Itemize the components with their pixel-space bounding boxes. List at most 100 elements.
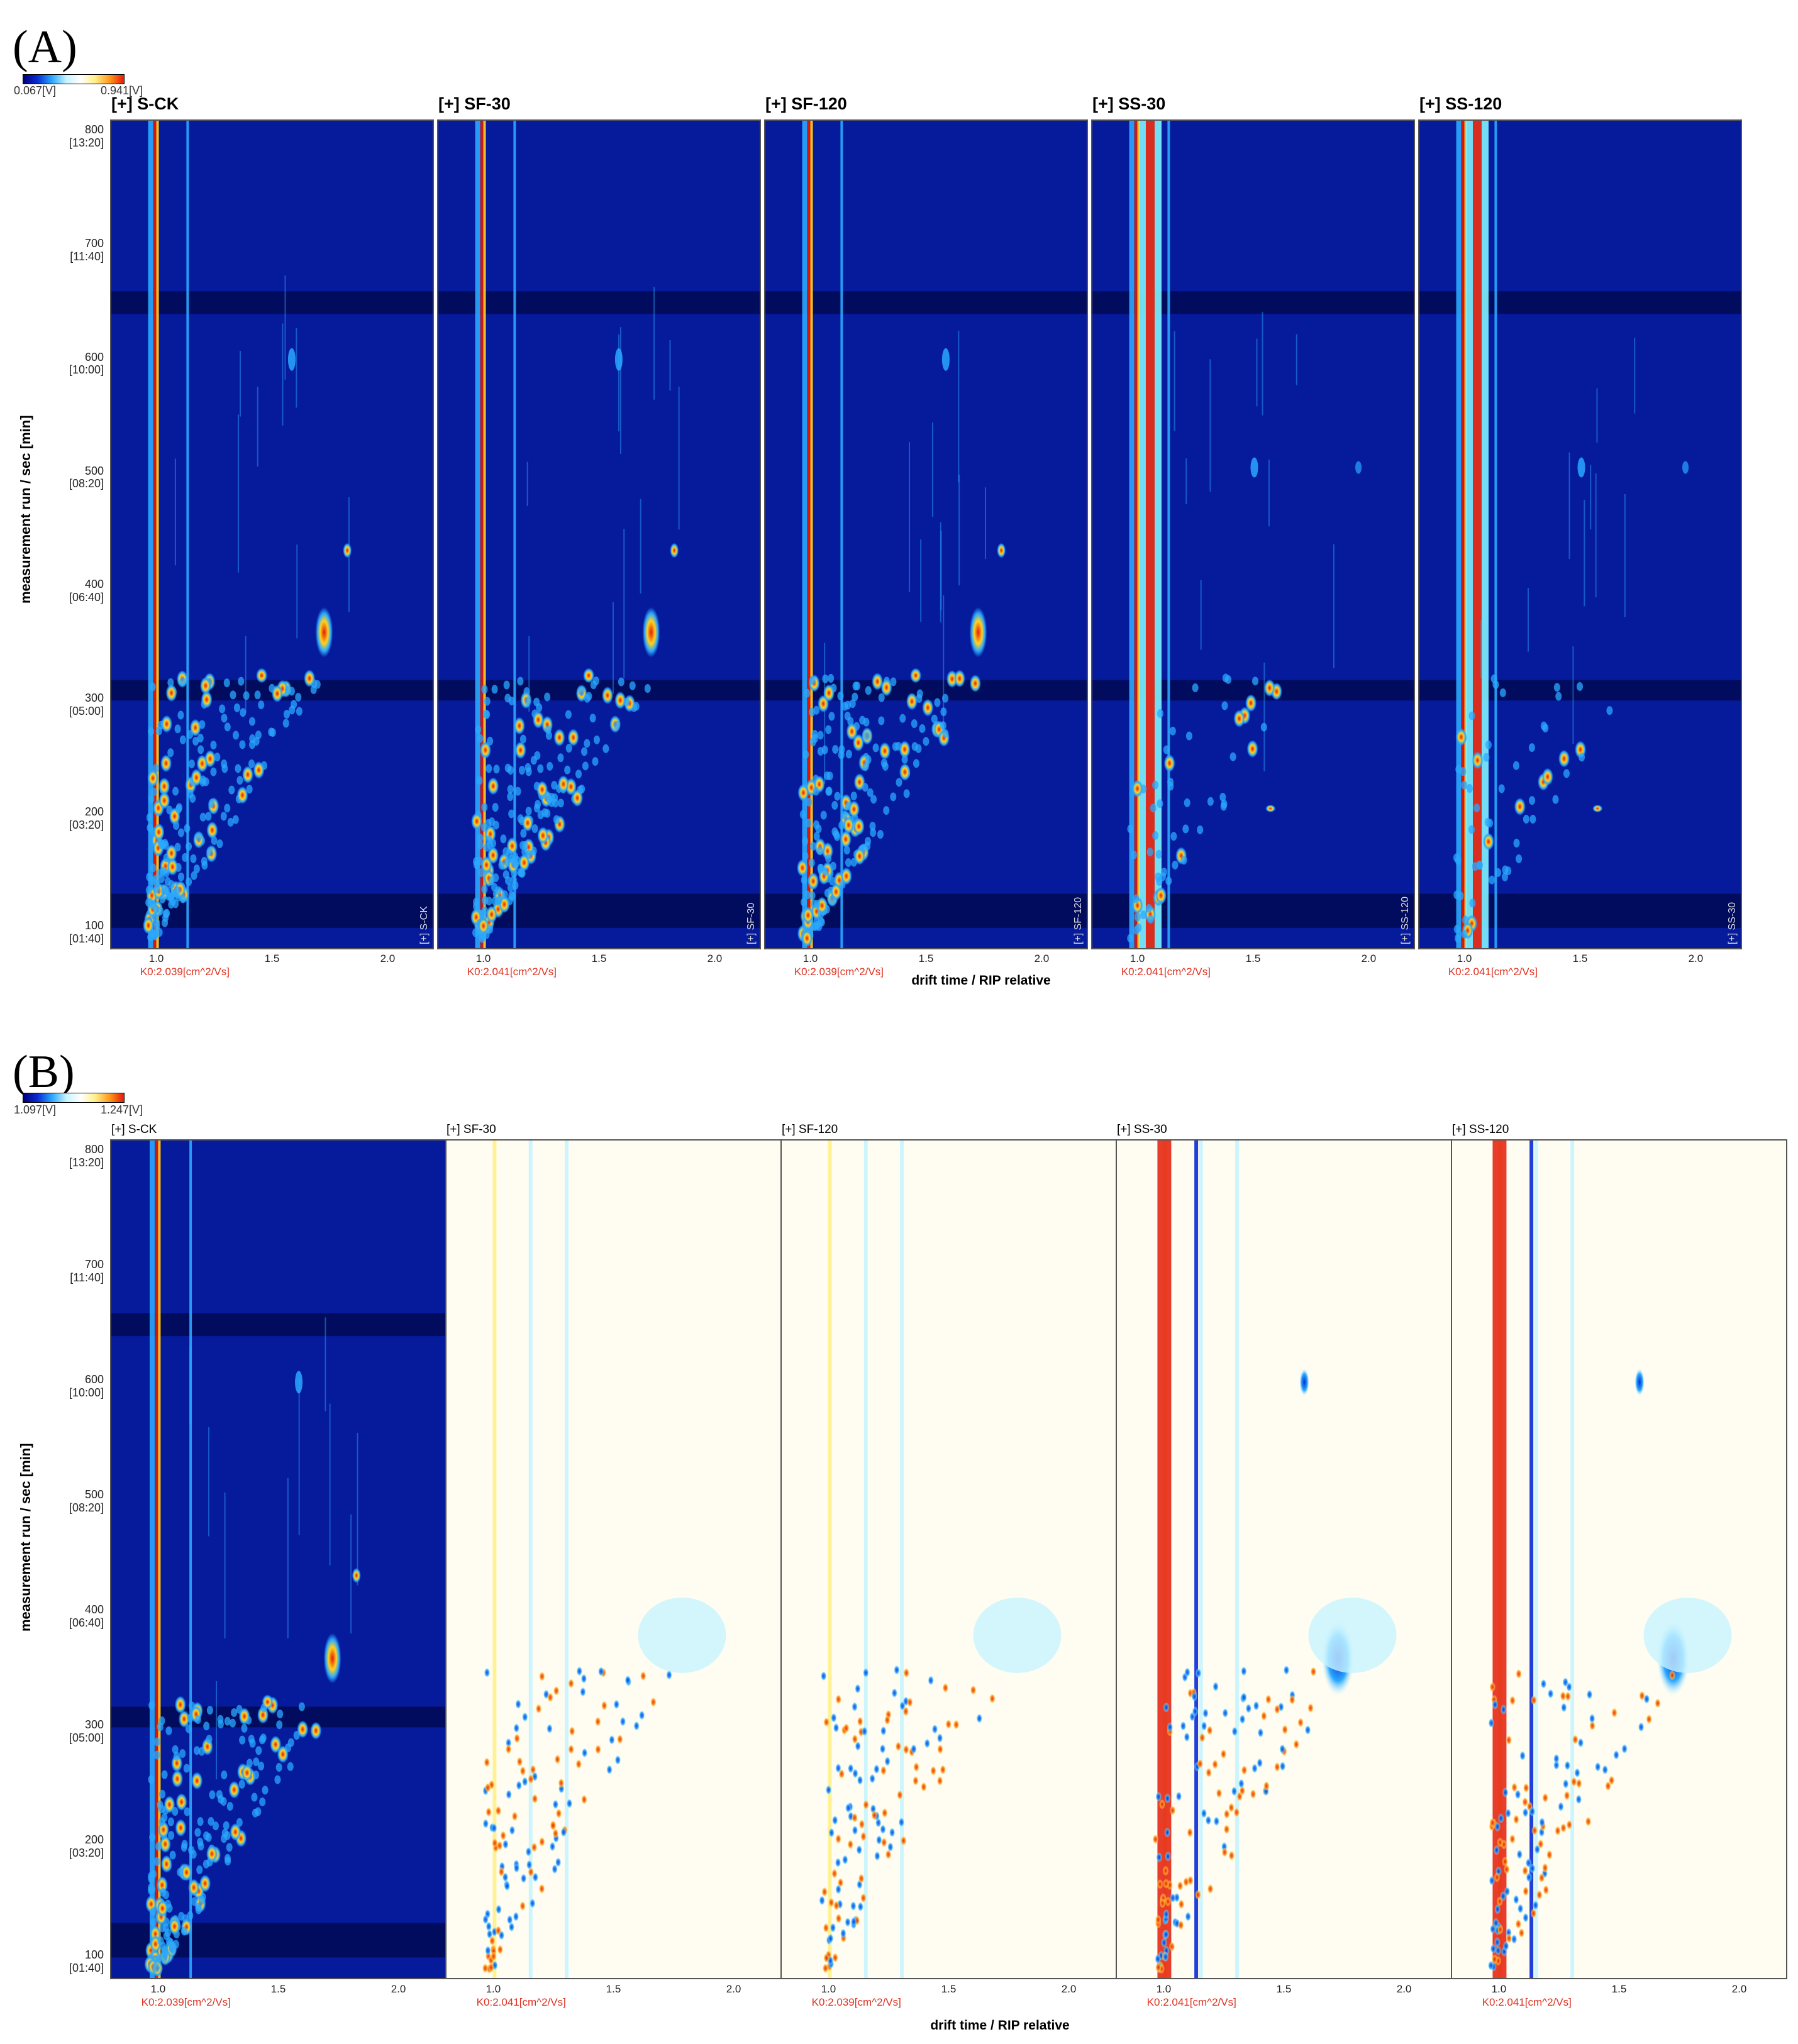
- compound-spot: [206, 1706, 213, 1715]
- compound-spot: [840, 830, 852, 848]
- k0-label: K0:2.041[cm^2/Vs]: [1448, 966, 1538, 978]
- compound-spot: [258, 1761, 265, 1771]
- diff-spot: [852, 1813, 858, 1823]
- rip-column: [810, 121, 813, 948]
- compound-spot: [165, 1936, 172, 1946]
- compound-spot: [197, 1817, 204, 1826]
- diff-spot: [1163, 1909, 1170, 1920]
- compound-spot: [1472, 751, 1484, 770]
- compound-spot: [167, 748, 174, 758]
- y-tick-value: 800: [84, 1143, 104, 1156]
- signal-streak: [1634, 338, 1636, 414]
- signal-streak: [329, 1403, 331, 1566]
- compound-spot: [802, 906, 814, 924]
- compound-spot: [157, 1899, 169, 1918]
- diff-spot: [1257, 1727, 1264, 1738]
- diff-spot: [1560, 1823, 1567, 1833]
- compound-spot: [557, 798, 564, 808]
- diff-spot: [613, 1699, 620, 1710]
- diff-spot: [850, 1901, 857, 1911]
- diff-spot: [1505, 1808, 1512, 1819]
- y-tick-label: 700 [11:40]: [53, 237, 104, 263]
- compound-spot: [243, 691, 250, 700]
- diff-spot: [526, 1859, 533, 1870]
- compound-spot: [232, 731, 239, 740]
- x-tick-label: 1.0: [802, 953, 818, 964]
- compound-spot: [476, 776, 483, 785]
- compound-spot: [531, 824, 538, 834]
- compound-spot: [815, 824, 822, 834]
- diff-spot: [1543, 1884, 1550, 1895]
- diff-spot: [1511, 1782, 1518, 1793]
- y-tick-label: 500 [08:20]: [53, 1488, 104, 1514]
- diff-spot: [896, 1789, 903, 1800]
- compound-spot: [255, 1807, 262, 1816]
- compound-spot: [315, 607, 333, 658]
- diff-spot: [495, 1904, 502, 1914]
- compound-spot: [853, 847, 865, 865]
- diff-spot: [845, 1917, 852, 1928]
- diff-spot: [1167, 1722, 1174, 1733]
- sample-vertical-label: [+] SS-30: [1727, 902, 1738, 944]
- compound-spot: [486, 835, 492, 844]
- diff-spot: [495, 1806, 502, 1816]
- diff-spot: [1297, 1717, 1304, 1728]
- diff-spot: [1522, 1865, 1529, 1876]
- k0-label: K0:2.041[cm^2/Vs]: [1121, 966, 1211, 978]
- diff-spot: [1222, 1708, 1229, 1718]
- diff-spot: [1231, 1786, 1238, 1797]
- y-tick-value: 300: [84, 1718, 104, 1732]
- y-tick-time: [10:00]: [69, 363, 104, 377]
- compound-spot: [501, 890, 508, 900]
- compound-spot: [838, 820, 845, 830]
- compound-spot: [1485, 740, 1492, 749]
- diff-spot: [852, 1825, 858, 1836]
- compound-spot: [808, 858, 815, 868]
- diff-spot: [1563, 1790, 1570, 1801]
- heatmap-svg: [765, 121, 1087, 948]
- diff-spot: [856, 1845, 863, 1855]
- compound-spot: [168, 1831, 175, 1840]
- diff-spot: [891, 1688, 898, 1698]
- signal-streak: [1333, 544, 1335, 668]
- diff-spot: [1265, 1694, 1272, 1704]
- diff-spot: [1195, 1889, 1202, 1900]
- diff-spot: [910, 1743, 917, 1754]
- diff-spot: [831, 1868, 838, 1879]
- compound-spot: [221, 1771, 228, 1780]
- compound-spot: [145, 885, 152, 895]
- diff-spot: [1589, 1713, 1595, 1724]
- diff-spot: [1547, 1688, 1554, 1699]
- compound-spot: [903, 789, 910, 798]
- compound-spot: [878, 693, 885, 702]
- diff-spot: [1536, 1889, 1543, 1900]
- diff-spot: [1529, 1863, 1536, 1874]
- rip-column: [186, 121, 189, 948]
- compound-spot: [1482, 832, 1494, 851]
- compound-spot: [953, 670, 965, 688]
- compound-spot: [518, 854, 530, 872]
- diff-spot: [835, 1694, 842, 1704]
- x-tick-label: 1.0: [1457, 953, 1472, 964]
- x-tick-label: 2.0: [1731, 1983, 1747, 1995]
- compound-spot: [238, 1779, 245, 1789]
- compound-spot: [147, 769, 159, 787]
- diff-spot: [1490, 1943, 1497, 1954]
- diff-spot: [531, 1842, 538, 1853]
- compound-spot: [199, 677, 211, 695]
- diff-spot: [1213, 1816, 1220, 1826]
- compound-spot: [192, 736, 199, 746]
- diff-spot: [835, 1913, 842, 1924]
- compound-spot: [352, 1567, 361, 1583]
- diff-spot: [1494, 1872, 1501, 1882]
- diff-spot: [1279, 1761, 1286, 1772]
- compound-spot: [167, 1817, 174, 1826]
- compound-spot: [150, 1918, 157, 1927]
- diff-spot: [1542, 1793, 1549, 1803]
- compound-spot: [180, 1926, 187, 1936]
- compound-spot: [1355, 461, 1362, 474]
- diff-spot: [828, 1898, 835, 1908]
- diff-spot: [1638, 1691, 1645, 1701]
- diff-spot: [1489, 1818, 1496, 1828]
- rip-column: [1456, 121, 1462, 948]
